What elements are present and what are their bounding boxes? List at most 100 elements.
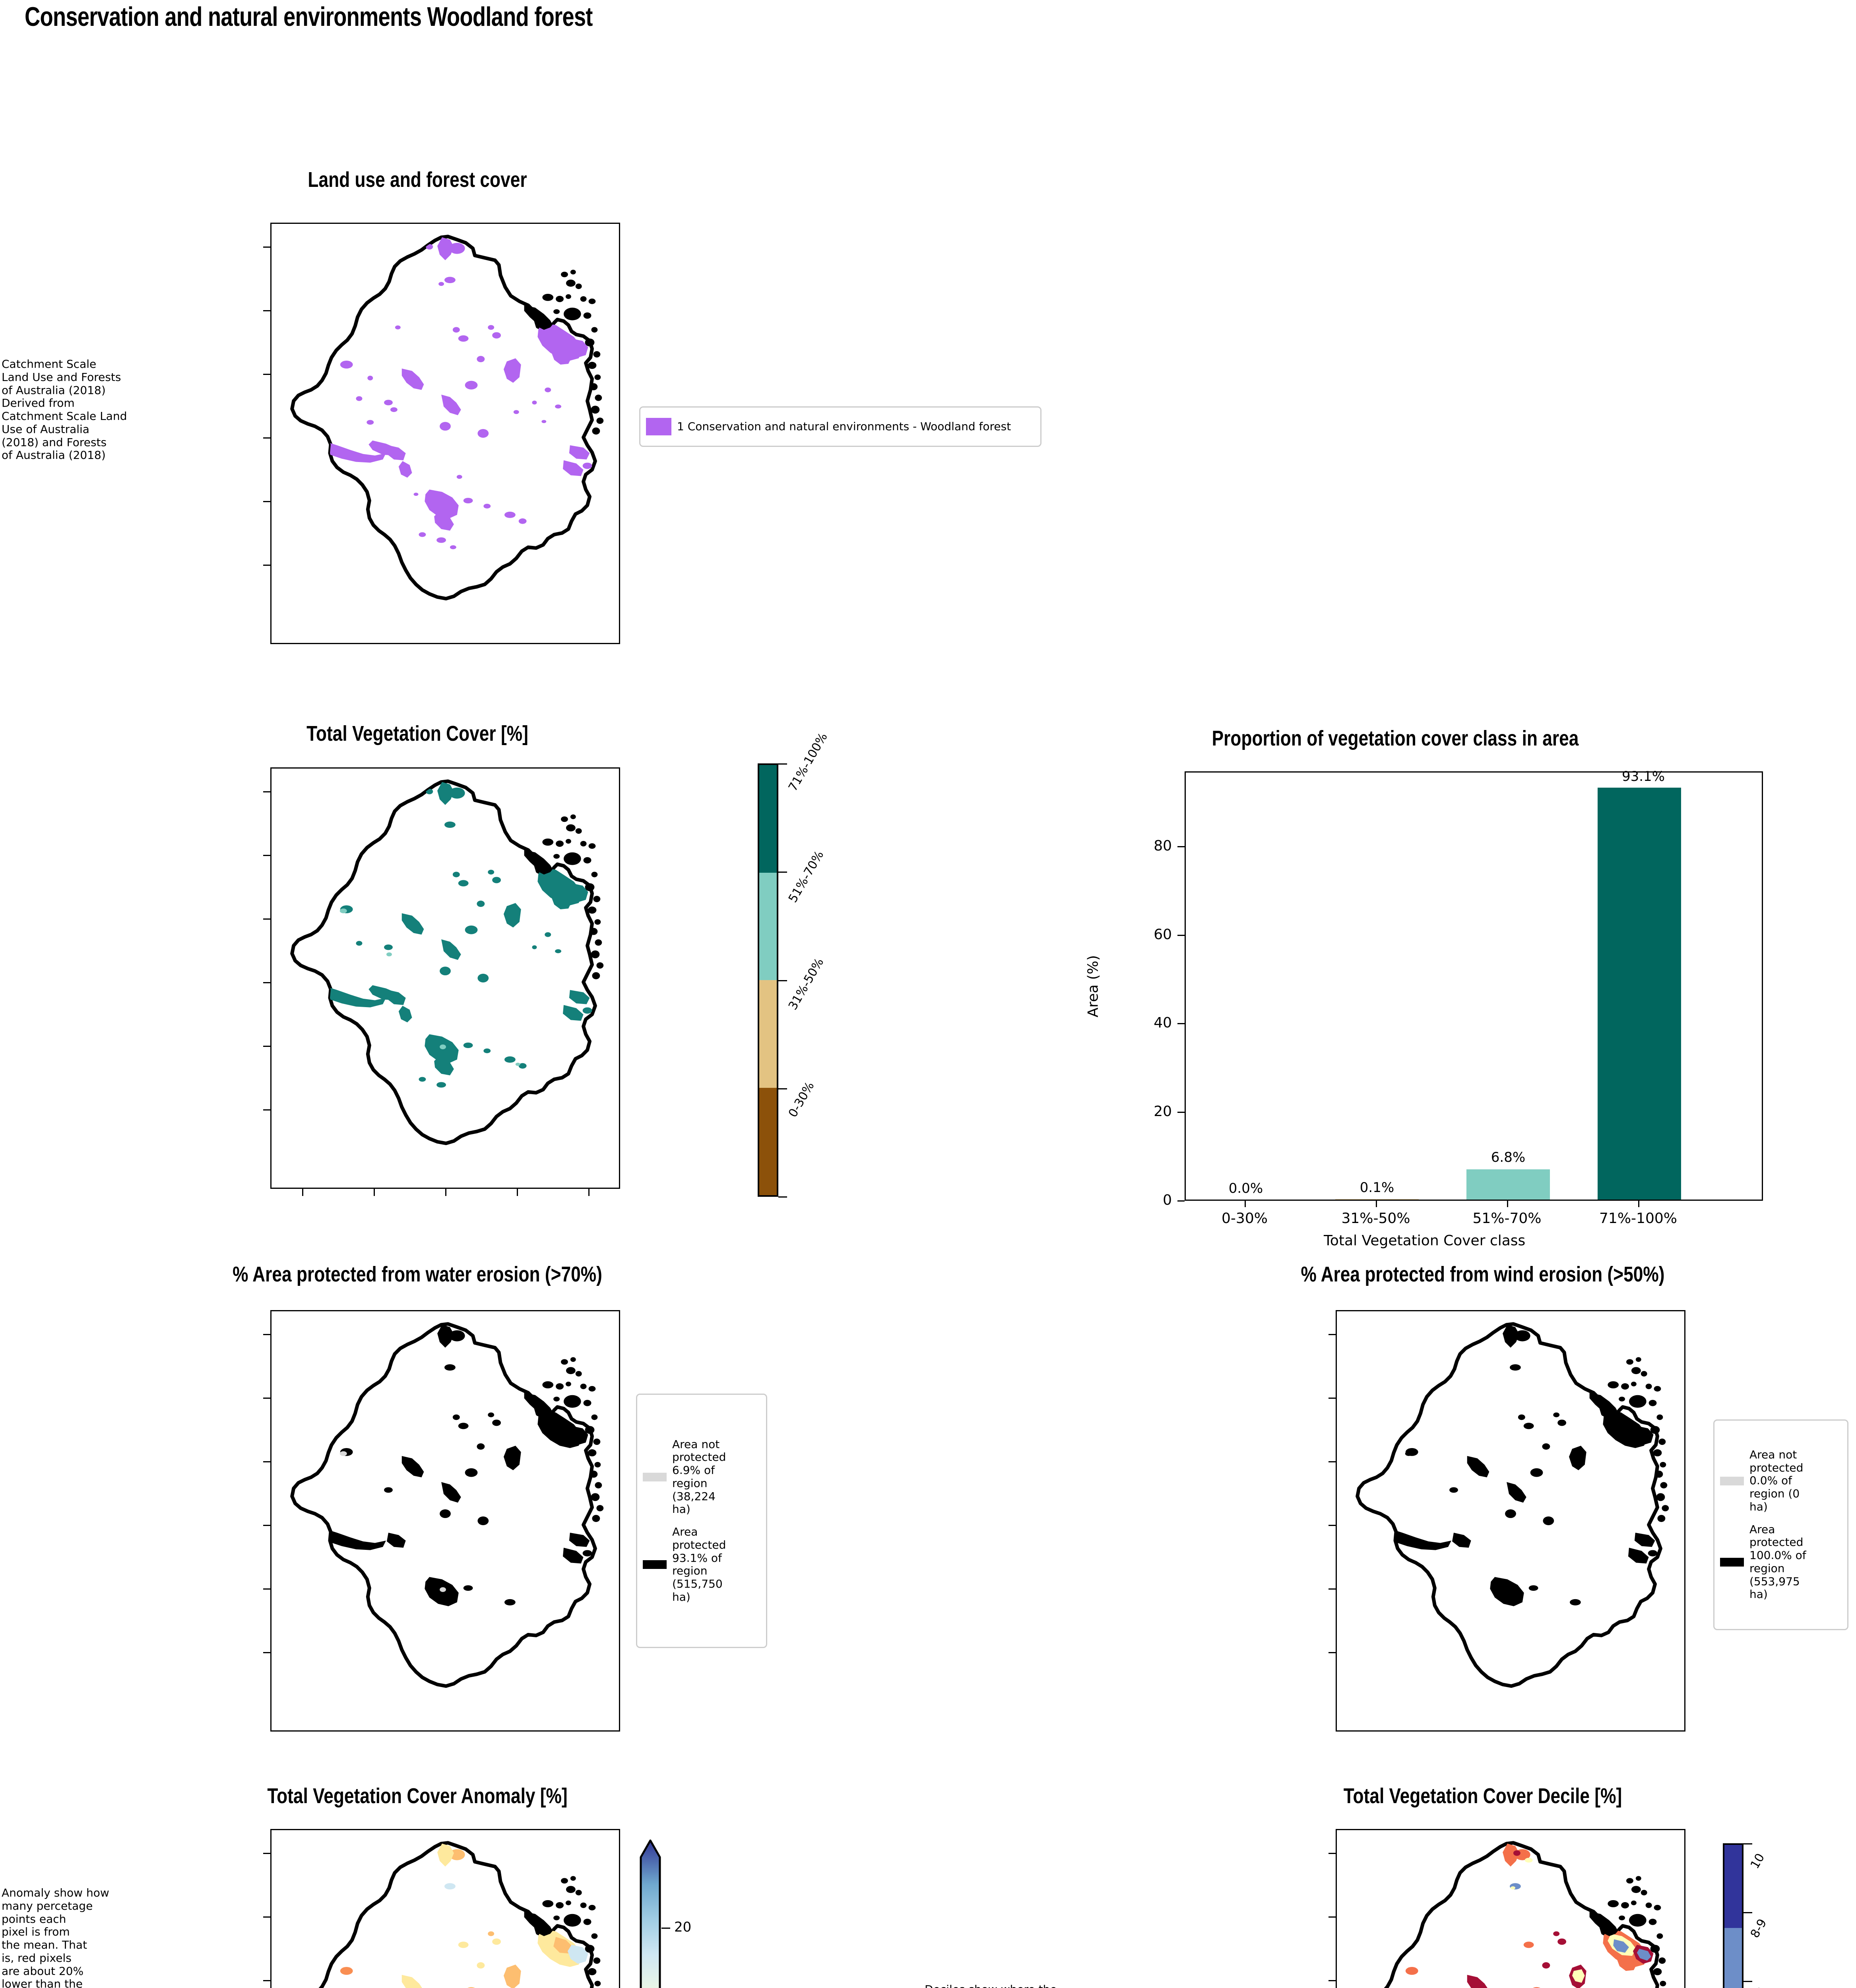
- y-tick: [1177, 846, 1185, 847]
- y-tick-label-60: 60: [1154, 926, 1172, 943]
- axis-tick: [263, 1652, 270, 1653]
- axis-tick: [302, 1189, 303, 1196]
- land-use-source-note: Catchment Scale Land Use and Forests of …: [2, 357, 127, 462]
- y-tick-label-20: 20: [1154, 1103, 1172, 1120]
- colorbar-label-4-7: 4-7: [1748, 1986, 1770, 1988]
- water-erosion-legend[interactable]: Area not protected 6.9% of region (38,22…: [636, 1394, 767, 1648]
- legend-color-swatch-not-protected: [643, 1472, 667, 1481]
- water-erosion-map-canvas: [290, 1322, 604, 1688]
- axis-tick: [1328, 1461, 1336, 1462]
- colorbar-segment-51-70: [759, 872, 777, 980]
- axis-tick: [263, 1046, 270, 1047]
- unprotected-area-patches: [317, 1451, 446, 1592]
- colorbar-tick: [778, 1196, 787, 1198]
- veg-cover-bar-chart[interactable]: 0.0% 0.1% 6.8% 93.1%: [1185, 769, 1763, 1201]
- colorbar-tick: [778, 980, 787, 981]
- colorbar-segment-10: [1724, 1845, 1742, 1928]
- land-use-map[interactable]: [270, 223, 620, 644]
- bar-51-70[interactable]: [1466, 1169, 1550, 1200]
- wind-erosion-legend[interactable]: Area not protected 0.0% of region (0 ha)…: [1713, 1419, 1848, 1630]
- veg-cover-panel-title: Total Vegetation Cover [%]: [306, 722, 528, 746]
- axis-tick: [263, 1461, 270, 1462]
- axis-tick: [1328, 1916, 1336, 1918]
- anomaly-map-canvas: [318, 1841, 601, 1988]
- axis-tick: [1328, 1853, 1336, 1854]
- x-tick: [1245, 1201, 1246, 1207]
- colorbar-label-10: 10: [1747, 1851, 1768, 1872]
- y-tick: [1177, 935, 1185, 936]
- legend-color-swatch: [646, 418, 671, 435]
- axis-tick: [263, 501, 270, 502]
- colorbar-tick: [1744, 1912, 1752, 1913]
- bar-31-50[interactable]: [1335, 1199, 1419, 1200]
- veg-cover-bar-title: Proportion of vegetation cover class in …: [1212, 726, 1579, 750]
- y-tick-label-0: 0: [1163, 1192, 1172, 1208]
- land-use-legend[interactable]: 1 Conservation and natural environments …: [639, 406, 1041, 447]
- axis-tick: [263, 1398, 270, 1399]
- axis-tick: [263, 247, 270, 248]
- veg-cover-map[interactable]: [270, 767, 620, 1189]
- axis-tick: [263, 982, 270, 983]
- axis-tick: [263, 791, 270, 792]
- axis-tick: [263, 1916, 270, 1918]
- anomaly-colorbar-svg: [640, 1839, 661, 1988]
- colorbar-tick: [778, 763, 787, 765]
- woodland-forest-patches: [306, 237, 592, 549]
- wind-erosion-map-canvas: [1356, 1322, 1669, 1688]
- anomaly-explanation-note: Anomaly show how many percetage points e…: [2, 1886, 109, 1988]
- axis-tick: [1328, 1334, 1336, 1335]
- colorbar-label-51-70: 51%-70%: [785, 848, 827, 905]
- axis-tick: [263, 855, 270, 856]
- wind-erosion-map[interactable]: [1336, 1310, 1685, 1732]
- x-tick-label-0-30: 0-30%: [1222, 1210, 1268, 1227]
- anomaly-colorbar: [639, 1839, 661, 1988]
- colorbar-label-20: 20: [674, 1919, 692, 1935]
- colorbar-segment-8-9: [1724, 1928, 1742, 1988]
- legend-item: Area protected 93.1% of region (515,750 …: [643, 1525, 760, 1604]
- colorbar-tick: [778, 872, 787, 873]
- protected-area-patches: [306, 1324, 592, 1606]
- veg-cover-map-canvas: [290, 779, 604, 1145]
- x-tick-label-51-70: 51%-70%: [1472, 1210, 1542, 1227]
- water-erosion-panel-title: % Area protected from water erosion (>70…: [233, 1262, 602, 1286]
- water-erosion-map[interactable]: [270, 1310, 620, 1732]
- colorbar-label-31-50: 31%-50%: [785, 955, 827, 1013]
- veg-cover-patches: [306, 782, 592, 1088]
- legend-item: Area not protected 0.0% of region (0 ha): [1720, 1448, 1842, 1514]
- axis-tick: [588, 1189, 590, 1196]
- bar-71-100[interactable]: [1598, 788, 1681, 1200]
- coastline-features: [524, 270, 604, 435]
- veg-cover-colorbar: [758, 763, 778, 1197]
- x-tick: [1507, 1201, 1508, 1207]
- axis-tick: [263, 1588, 270, 1590]
- axis-tick: [1328, 1398, 1336, 1399]
- decile-colorbar: [1723, 1843, 1744, 1988]
- decile-map[interactable]: [1336, 1829, 1685, 1988]
- land-use-panel-title: Land use and forest cover: [308, 168, 527, 192]
- bar-value-31-50: 0.1%: [1360, 1180, 1394, 1196]
- y-tick-label-80: 80: [1154, 838, 1172, 854]
- axis-tick: [263, 310, 270, 311]
- colorbar-tick: [1744, 1981, 1752, 1982]
- legend-color-swatch-not-protected: [1720, 1476, 1744, 1485]
- legend-item-label: Area protected 100.0% of region (553,975…: [1749, 1522, 1806, 1601]
- colorbar-tick: [1744, 1843, 1752, 1844]
- y-tick-label-40: 40: [1154, 1015, 1172, 1031]
- legend-item: 1 Conservation and natural environments …: [646, 418, 1035, 435]
- anomaly-map[interactable]: [270, 1829, 620, 1988]
- x-tick: [1376, 1201, 1377, 1207]
- bar-value-71-100: 93.1%: [1621, 769, 1665, 784]
- colorbar-segment-0-30: [759, 1087, 777, 1195]
- axis-tick: [517, 1189, 518, 1196]
- colorbar-label-8-9: 8-9: [1747, 1916, 1770, 1941]
- colorbar-segment-31-50: [759, 980, 777, 1088]
- axis-tick: [445, 1189, 446, 1196]
- legend-color-swatch-protected: [643, 1560, 667, 1569]
- x-tick-label-71-100: 71%-100%: [1599, 1210, 1677, 1227]
- colorbar-tick: [778, 1088, 787, 1089]
- axis-tick: [263, 1853, 270, 1854]
- axis-tick: [263, 1109, 270, 1110]
- bar-chart-x-axis-label: Total Vegetation Cover class: [1324, 1233, 1526, 1249]
- x-tick: [1638, 1201, 1639, 1207]
- axis-tick: [1328, 1525, 1336, 1526]
